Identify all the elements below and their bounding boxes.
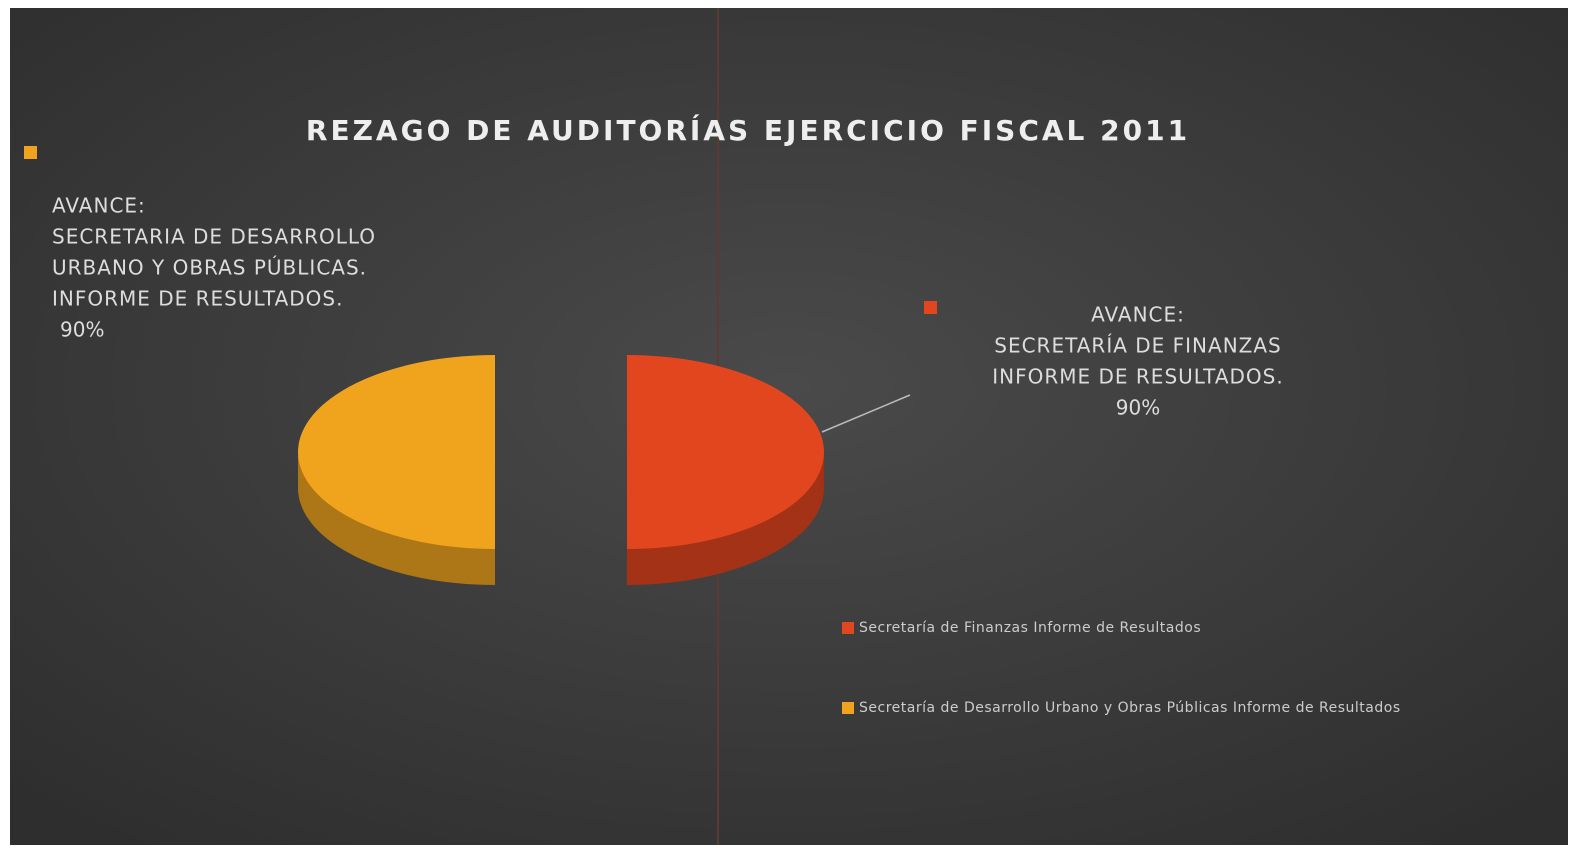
legend-label: Secretaría de Desarrollo Urbano y Obras … [859, 700, 1401, 716]
legend-swatch [842, 622, 854, 634]
data-label: URBANO Y OBRAS PÚBLICAS. [52, 256, 367, 280]
chart-title: REZAGO DE AUDITORÍAS EJERCICIO FISCAL 20… [306, 113, 1190, 147]
data-label: AVANCE: [1091, 303, 1185, 327]
leader-line [821, 394, 911, 433]
data-label: INFORME DE RESULTADOS. [992, 365, 1283, 389]
slice [298, 355, 495, 549]
legend-label: Secretaría de Finanzas Informe de Result… [859, 620, 1201, 636]
label-key [24, 146, 37, 159]
label-key [924, 301, 937, 314]
data-label: AVANCE: [52, 194, 146, 218]
data-label: SECRETARIA DE DESARROLLO [52, 225, 376, 249]
data-label-value: 90% [1116, 396, 1160, 420]
data-label: INFORME DE RESULTADOS. [52, 287, 343, 311]
legend-swatch [842, 702, 854, 714]
data-label: SECRETARÍA DE FINANZAS [994, 334, 1282, 358]
slice [627, 355, 824, 549]
data-label-value: 90% [60, 318, 104, 342]
